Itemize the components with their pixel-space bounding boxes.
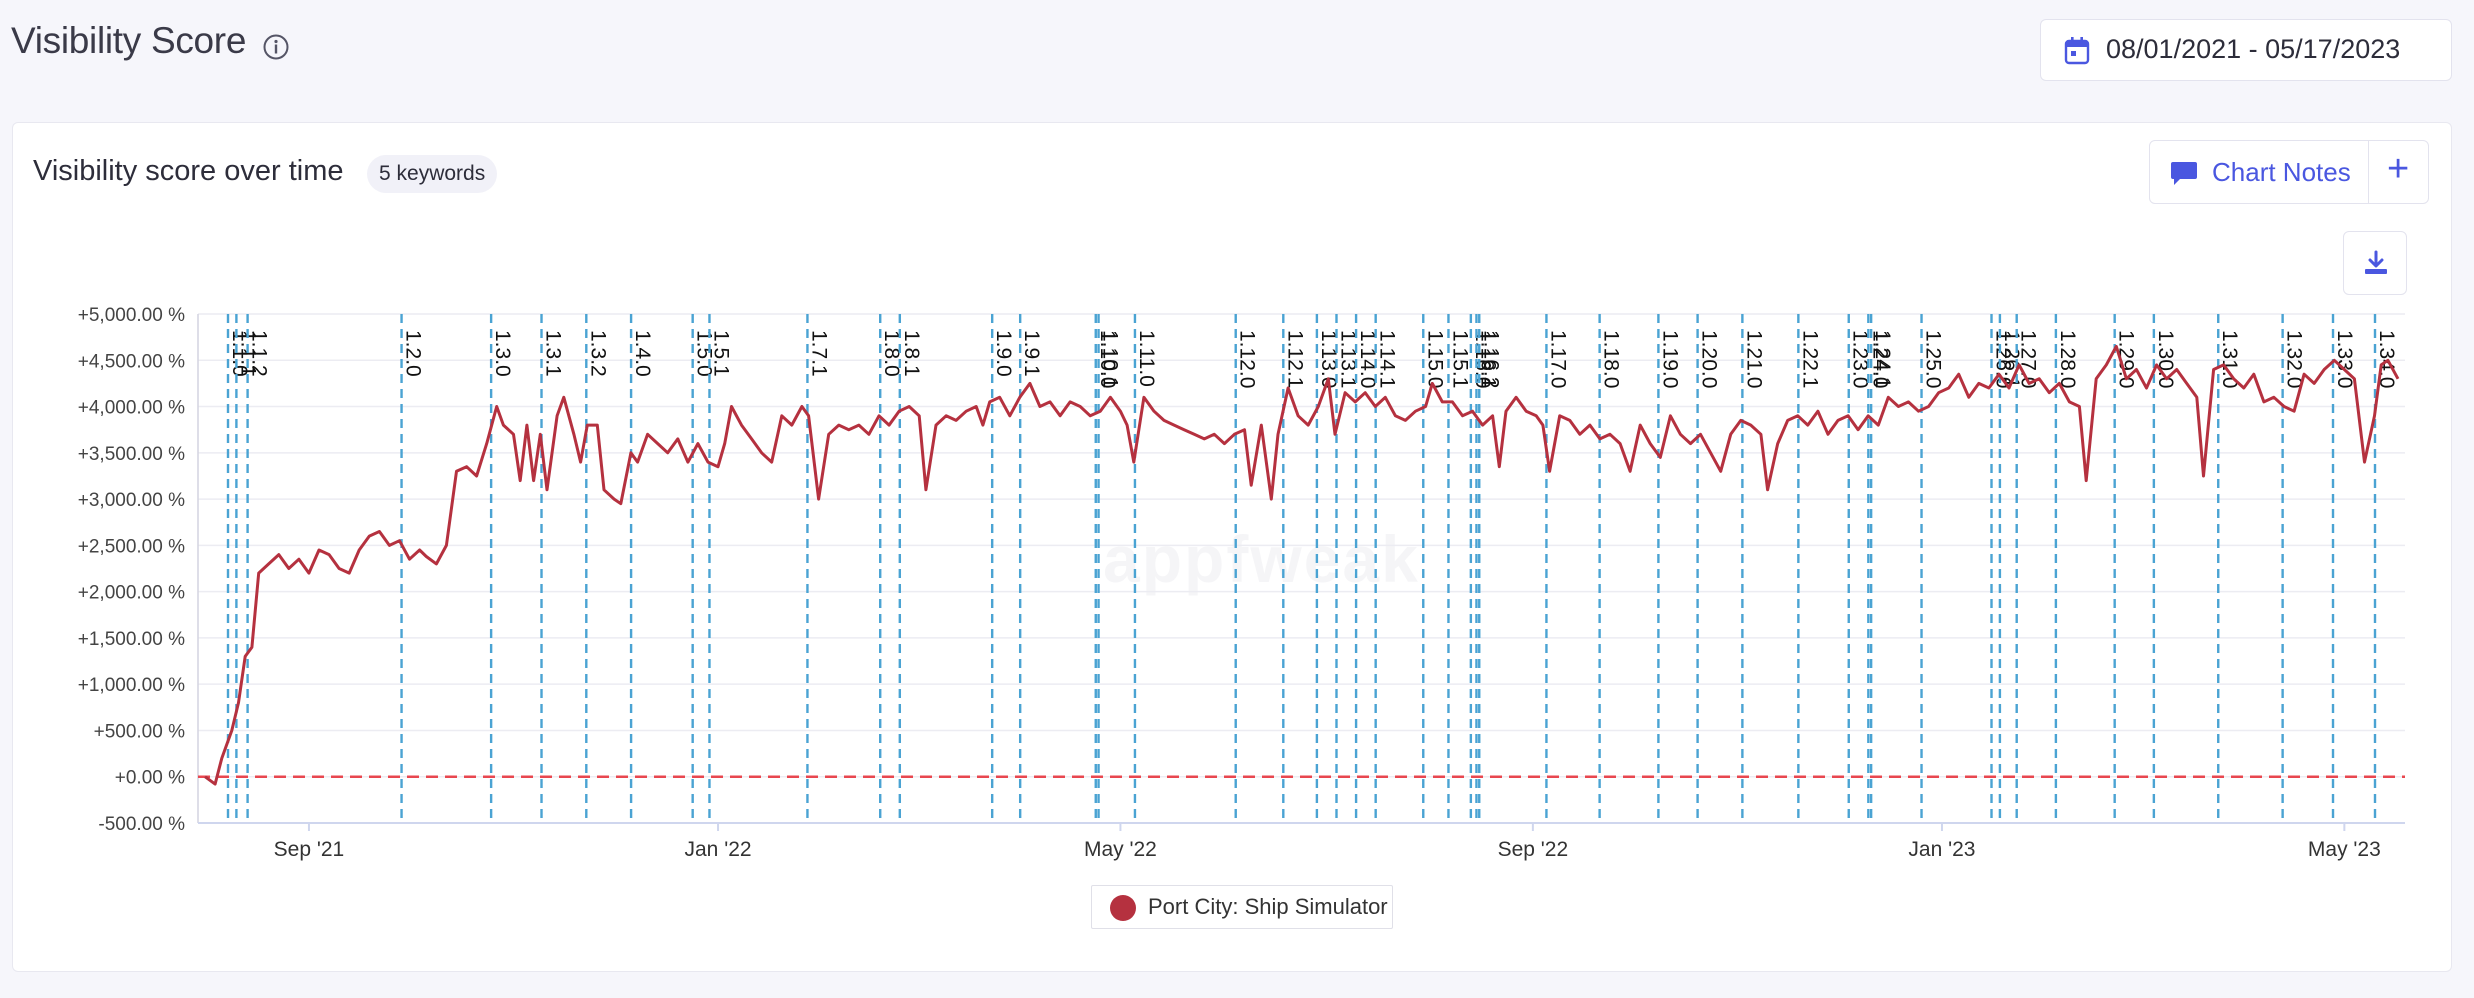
y-tick-label-8: +3,500.00 % [78,444,185,465]
x-tick-label-0: Sep '21 [274,838,345,861]
card-title: Visibility score over time [33,155,344,187]
y-tick-label-2: +500.00 % [94,721,185,742]
info-icon[interactable] [262,33,290,61]
version-label-17: 1.11.0 [1135,330,1158,387]
version-label-20: 1.13.0 [1317,330,1340,388]
plus-icon: + [2387,148,2410,190]
series-line-0 [204,344,2400,786]
axis-layer: -500.00 % +0.00 % +500.00 % +1,000.00 % +1,5… [78,305,2381,861]
y-tick-label-9: +4,000.00 % [78,398,185,419]
version-label-3: 1.2.0 [402,330,425,377]
version-label-19: 1.12.1 [1283,330,1306,388]
version-label-5: 1.3.1 [542,330,565,377]
chart-notes-group: Chart Notes + [2149,140,2429,204]
chat-bubble-icon [2171,162,2197,185]
version-label-34: 1.22.1 [1798,330,1821,388]
y-tick-label-11: +5,000.00 % [78,305,185,326]
version-label-29: 1.17.0 [1546,330,1569,388]
version-label-30: 1.18.0 [1600,330,1623,388]
legend-series-dot [1110,895,1136,921]
version-label-14: 1.9.1 [1020,330,1043,377]
button-separator [2368,141,2369,203]
watermark: appfweak [1103,522,1420,596]
x-tick-label-5: May '23 [2308,838,2381,861]
y-tick-label-4: +1,500.00 % [78,629,185,650]
version-label-24: 1.15.0 [1423,330,1446,388]
y-tick-label-7: +3,000.00 % [78,490,185,511]
version-label-32: 1.20.0 [1698,330,1721,388]
version-label-37: 1.24.1 [1871,330,1894,388]
version-label-33: 1.21.0 [1742,330,1765,388]
version-label-15: 1.10.0 [1096,330,1119,388]
version-label-9: 1.5.1 [709,330,732,377]
version-label-38: 1.25.0 [1922,330,1945,388]
chart-notes-label: Chart Notes [2212,157,2351,187]
series-layer [198,344,2405,786]
version-label-16: 1.10.1 [1099,330,1122,388]
version-label-13: 1.9.0 [992,330,1015,377]
version-label-2: 1.1.2 [248,330,271,377]
y-tick-label-1: +0.00 % [115,768,185,789]
version-label-4: 1.3.0 [491,330,514,377]
visibility-chart-card: Visibility score over time 5 keywords Ch… [12,122,2452,972]
version-label-21: 1.13.1 [1336,330,1359,388]
page-title: Visibility Score [11,20,247,61]
page-header: Visibility Score 08/01/2021 - 05/17/2023 [0,0,2474,110]
version-label-31: 1.19.0 [1658,330,1681,388]
version-label-11: 1.8.0 [880,330,903,377]
version-label-28: 1.16.2 [1479,330,1502,388]
y-tick-label-10: +4,500.00 % [78,351,185,372]
y-tick-label-0: -500.00 % [98,814,185,835]
download-button[interactable] [2343,231,2407,295]
version-label-23: 1.14.1 [1376,330,1399,388]
version-markers-layer: 1.1.01.1.11.1.2 1.2.0 1.3.0 1.3.1 1.3.2 1.4.0… [226,314,2398,823]
version-label-46: 1.32.0 [2283,330,2306,388]
y-tick-label-6: +2,500.00 % [78,536,185,557]
legend-series-label: Port City: Ship Simulator [1148,894,1388,919]
chart-notes-button[interactable]: Chart Notes [2150,141,2368,203]
version-label-45: 1.31.0 [2218,330,2241,388]
grid-layer [197,313,2405,824]
visibility-line-chart: 1.1.01.1.11.1.2 1.2.0 1.3.0 1.3.1 1.3.2 1.4.0… [78,305,2405,861]
date-range-picker[interactable]: 08/01/2021 - 05/17/2023 [2040,19,2452,81]
add-note-button[interactable]: + [2369,141,2429,203]
version-label-39: 1.26.0 [1992,330,2015,388]
version-label-36: 1.24.0 [1868,330,1891,388]
version-label-47: 1.33.0 [2333,330,2356,388]
version-label-0: 1.1.0 [228,330,251,377]
version-label-1: 1.1.1 [236,330,259,377]
keywords-badge[interactable]: 5 keywords [367,155,498,193]
version-label-10: 1.7.1 [807,330,830,377]
version-label-7: 1.4.0 [631,330,654,377]
x-tick-label-1: Jan '22 [685,838,752,861]
version-label-25: 1.15.1 [1448,330,1471,388]
version-label-6: 1.3.2 [586,330,609,377]
version-label-12: 1.8.1 [900,330,923,377]
calendar-icon [2064,37,2090,65]
y-tick-label-3: +1,000.00 % [78,675,185,696]
version-label-27: 1.16.1 [1476,330,1499,388]
version-label-18: 1.12.0 [1236,330,1259,388]
x-tick-label-4: Jan '23 [1908,838,1975,861]
version-label-22: 1.14.0 [1356,330,1379,388]
version-label-42: 1.28.0 [2056,330,2079,388]
download-icon [2365,250,2387,274]
x-tick-label-2: May '22 [1084,838,1157,861]
x-tick-label-3: Sep '22 [1498,838,1569,861]
date-range-text: 08/01/2021 - 05/17/2023 [2106,34,2401,64]
legend-item[interactable]: Port City: Ship Simulator [1091,885,1393,929]
version-label-35: 1.23.0 [1849,330,1872,388]
y-tick-label-5: +2,000.00 % [78,583,185,604]
